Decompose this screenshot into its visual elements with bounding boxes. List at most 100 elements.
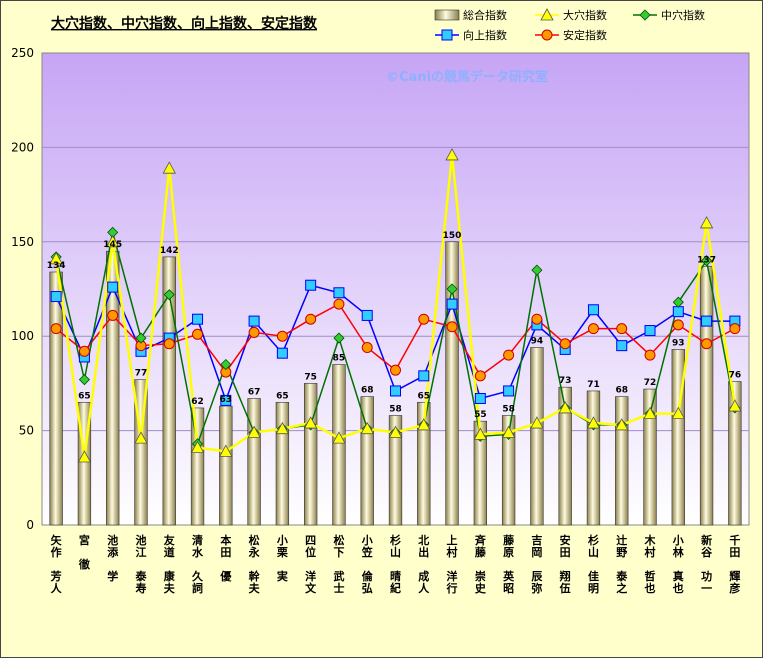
x-tick-label: 松永 幹夫 (248, 533, 261, 595)
marker-square (418, 370, 430, 382)
marker-square (672, 306, 684, 318)
y-tick-label: 150 (11, 235, 34, 249)
x-tick-label: 池添 学 (107, 533, 119, 583)
marker-circle (248, 326, 260, 338)
bar-value-label: 145 (103, 240, 122, 250)
marker-triangle (501, 425, 516, 438)
x-tick-label: 辻野 泰之 (615, 533, 628, 595)
bar (303, 383, 318, 526)
bar-value-label: 76 (729, 371, 742, 381)
x-tick-label: 木村 哲也 (644, 533, 657, 595)
marker-triangle (106, 234, 120, 248)
marker-circle (107, 309, 119, 321)
legend-label: 向上指数 (463, 28, 507, 42)
marker-triangle (473, 427, 488, 440)
bar-value-label: 85 (333, 354, 346, 364)
x-tick-label: 斉藤 崇史 (475, 533, 487, 595)
bar (530, 347, 544, 526)
chart-title: 大穴指数、中穴指数、向上指数、安定指数 (51, 15, 318, 32)
series-lines (49, 148, 742, 463)
marker-square (587, 304, 599, 316)
bar (728, 381, 742, 526)
marker-triangle (360, 421, 374, 435)
marker-diamond (701, 255, 713, 267)
marker-circle (446, 321, 458, 333)
y-tick-label: 0 (26, 518, 34, 532)
marker-triangle (247, 425, 261, 438)
bar-value-label: 55 (474, 410, 487, 420)
bar-value-label: 68 (361, 386, 374, 396)
bar (49, 271, 63, 526)
marker-triangle (445, 148, 459, 161)
bar (190, 407, 205, 526)
marker-square (361, 309, 373, 321)
bar (473, 420, 488, 526)
y-tick-label: 200 (11, 140, 34, 154)
y-tick-label: 100 (11, 329, 34, 343)
marker-circle (701, 338, 713, 350)
marker-triangle (49, 251, 63, 265)
x-tick-label: 小林 真也 (672, 533, 684, 595)
marker-triangle (615, 418, 629, 431)
x-tick-label: 新谷 功一 (701, 533, 713, 595)
bar (699, 266, 714, 526)
legend-label: 総合指数 (463, 8, 507, 22)
x-tick-label: 吉岡 辰弥 (531, 533, 543, 595)
marker-square (644, 325, 656, 337)
marker-circle (78, 345, 90, 357)
bar (615, 396, 629, 526)
x-tick-label: 宮 徹 (78, 533, 91, 571)
marker-triangle (332, 431, 346, 444)
marker-square (305, 279, 317, 291)
bar-value-label: 150 (443, 231, 462, 241)
marker-square (220, 394, 232, 406)
bar-value-label: 65 (78, 391, 91, 401)
bar (501, 415, 516, 526)
marker-circle (163, 338, 175, 350)
marker-square (701, 315, 713, 327)
bar (586, 390, 601, 526)
bar-value-label: 58 (502, 404, 515, 414)
x-tick-label: 千田 輝彦 (729, 533, 740, 595)
marker-diamond (446, 283, 458, 295)
bar-value-label: 65 (276, 391, 289, 401)
marker-circle (672, 319, 684, 331)
bar-value-label: 137 (697, 255, 716, 265)
legend-label: 中穴指数 (661, 8, 705, 22)
marker-square (616, 340, 628, 352)
marker-triangle (728, 399, 742, 412)
marker-diamond (163, 289, 175, 301)
marker-triangle (643, 406, 657, 420)
x-tick-label: 友道 康夫 (164, 533, 176, 595)
bar-value-label: 93 (672, 338, 685, 348)
legend-swatch-bar (434, 9, 460, 21)
bar-value-label: 68 (615, 386, 628, 396)
data-labels: 134 65 145 77 142 62 63 67 65 75 85 68 58 65 150 55 58 94… (47, 231, 741, 420)
marker-circle (587, 323, 599, 335)
y-tick-label: 50 (19, 424, 34, 438)
marker-circle (616, 323, 628, 335)
marker-square (276, 347, 288, 359)
x-axis: 矢作 芳人 宮 徹 池添 学 池江 泰寿 友道 康夫 清水 久詞 本田 優 松永 幹夫 小栗 実… (51, 533, 741, 595)
marker-circle (390, 364, 401, 376)
marker-circle (361, 342, 373, 354)
bar (388, 415, 403, 526)
marker-square (333, 287, 345, 299)
bar (417, 401, 431, 526)
marker-square (503, 385, 515, 397)
marker-triangle (699, 216, 714, 229)
bar (332, 364, 346, 526)
x-tick-label: 四位 洋文 (305, 534, 317, 595)
bar-value-label: 67 (248, 388, 261, 398)
marker-triangle (162, 161, 176, 174)
legend-label: 安定指数 (563, 28, 607, 42)
marker-circle (474, 370, 486, 382)
marker-diamond (220, 358, 232, 371)
bar-value-label: 62 (191, 397, 204, 407)
marker-circle (305, 313, 317, 325)
marker-square (390, 385, 401, 397)
bar-value-label: 77 (135, 369, 148, 379)
x-tick-label: 本田 優 (219, 533, 232, 583)
